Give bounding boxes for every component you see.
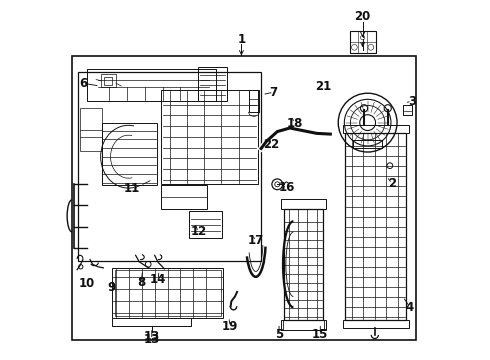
Bar: [248, 90, 259, 112]
Bar: [80, 108, 101, 151]
Bar: [345, 134, 406, 320]
Text: 16: 16: [279, 181, 295, 194]
Bar: [78, 72, 261, 261]
Text: 22: 22: [263, 138, 279, 150]
Text: 3: 3: [408, 95, 416, 108]
Bar: [101, 74, 116, 87]
Text: 13: 13: [144, 330, 160, 343]
Bar: [343, 126, 409, 134]
Text: 6: 6: [79, 77, 87, 90]
Text: 19: 19: [222, 320, 238, 333]
Text: 10: 10: [78, 278, 95, 291]
Bar: [350, 31, 375, 53]
Text: 1: 1: [237, 32, 245, 46]
Text: 18: 18: [286, 117, 303, 130]
Text: 20: 20: [354, 10, 371, 23]
Bar: [115, 270, 220, 316]
Text: 9: 9: [107, 281, 116, 294]
Bar: [198, 67, 227, 101]
Bar: [281, 320, 326, 330]
Text: 11: 11: [124, 183, 140, 195]
Bar: [112, 268, 223, 318]
Text: 15: 15: [312, 328, 328, 341]
Bar: [104, 77, 112, 85]
Bar: [72, 56, 416, 339]
Bar: [343, 320, 409, 328]
Bar: [281, 199, 326, 210]
Bar: [161, 185, 207, 209]
Bar: [284, 209, 323, 320]
Text: 13: 13: [144, 333, 160, 346]
Text: 8: 8: [137, 276, 145, 289]
Bar: [101, 123, 157, 185]
Bar: [403, 105, 412, 116]
Text: 4: 4: [406, 301, 414, 314]
Text: 21: 21: [315, 80, 331, 93]
Bar: [190, 211, 221, 238]
Text: 14: 14: [150, 273, 167, 286]
Text: 17: 17: [247, 234, 264, 247]
Text: 12: 12: [190, 225, 206, 238]
Bar: [161, 90, 258, 184]
Bar: [353, 140, 382, 148]
Bar: [87, 69, 216, 101]
Text: 5: 5: [275, 328, 283, 341]
Text: 7: 7: [270, 86, 278, 99]
Text: 2: 2: [388, 177, 396, 190]
